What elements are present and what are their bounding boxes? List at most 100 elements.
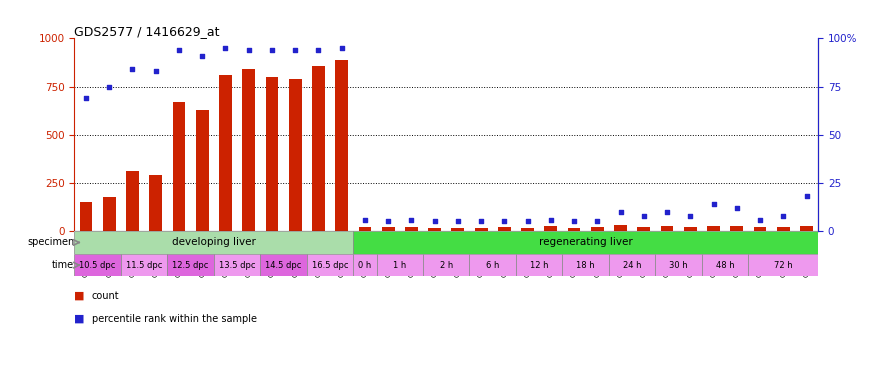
- Text: 14.5 dpc: 14.5 dpc: [265, 261, 302, 270]
- Text: regenerating liver: regenerating liver: [539, 237, 633, 247]
- Bar: [214, 254, 261, 276]
- Bar: [707, 226, 720, 231]
- Bar: [167, 254, 214, 276]
- Text: 13.5 dpc: 13.5 dpc: [219, 261, 256, 270]
- Bar: [661, 226, 674, 231]
- Point: [288, 47, 302, 53]
- Text: 24 h: 24 h: [623, 261, 641, 270]
- Bar: [219, 75, 232, 231]
- Text: 2 h: 2 h: [439, 261, 453, 270]
- Bar: [150, 175, 162, 231]
- Point: [334, 45, 348, 51]
- Point: [591, 218, 605, 225]
- Bar: [126, 171, 139, 231]
- Point: [312, 47, 326, 53]
- Text: count: count: [92, 291, 120, 301]
- Bar: [265, 77, 278, 231]
- Bar: [702, 254, 748, 276]
- Bar: [777, 227, 789, 231]
- Bar: [354, 231, 818, 254]
- Point: [753, 217, 767, 223]
- Text: 72 h: 72 h: [774, 261, 793, 270]
- Point: [800, 194, 814, 200]
- Point: [637, 213, 651, 219]
- Bar: [516, 254, 563, 276]
- Bar: [307, 254, 354, 276]
- Bar: [563, 254, 609, 276]
- Point: [730, 205, 744, 211]
- Point: [195, 53, 209, 59]
- Bar: [568, 228, 580, 231]
- Bar: [312, 66, 325, 231]
- Bar: [121, 254, 167, 276]
- Point: [125, 66, 139, 72]
- Bar: [289, 79, 302, 231]
- Point: [265, 47, 279, 53]
- Bar: [428, 228, 441, 231]
- Point: [706, 201, 720, 207]
- Text: 18 h: 18 h: [577, 261, 595, 270]
- Text: 48 h: 48 h: [716, 261, 734, 270]
- Text: ■: ■: [74, 314, 85, 324]
- Bar: [731, 226, 743, 231]
- Bar: [382, 227, 395, 231]
- Point: [521, 218, 535, 225]
- Bar: [753, 227, 766, 231]
- Bar: [637, 227, 650, 231]
- Bar: [335, 60, 348, 231]
- Bar: [354, 254, 376, 276]
- Text: percentile rank within the sample: percentile rank within the sample: [92, 314, 257, 324]
- Text: GDS2577 / 1416629_at: GDS2577 / 1416629_at: [74, 25, 220, 38]
- Point: [567, 218, 581, 225]
- Bar: [475, 228, 487, 231]
- Point: [404, 217, 418, 223]
- Text: 12.5 dpc: 12.5 dpc: [172, 261, 209, 270]
- Bar: [376, 254, 423, 276]
- Bar: [655, 254, 702, 276]
- Bar: [800, 226, 813, 231]
- Bar: [359, 227, 371, 231]
- Text: 16.5 dpc: 16.5 dpc: [312, 261, 348, 270]
- Bar: [74, 254, 121, 276]
- Text: developing liver: developing liver: [172, 237, 255, 247]
- Point: [451, 218, 465, 225]
- Point: [683, 213, 697, 219]
- Point: [428, 218, 442, 225]
- Point: [382, 218, 396, 225]
- Bar: [261, 254, 307, 276]
- Text: 30 h: 30 h: [669, 261, 688, 270]
- Text: 12 h: 12 h: [530, 261, 549, 270]
- Bar: [522, 228, 534, 231]
- Bar: [172, 102, 186, 231]
- Bar: [405, 227, 417, 231]
- Point: [79, 95, 93, 101]
- Text: 1 h: 1 h: [393, 261, 406, 270]
- Bar: [452, 228, 465, 231]
- Text: time: time: [52, 260, 74, 270]
- Point: [242, 47, 256, 53]
- Point: [172, 47, 186, 53]
- Bar: [470, 254, 516, 276]
- Bar: [80, 202, 93, 231]
- Point: [776, 213, 790, 219]
- Point: [219, 45, 233, 51]
- Text: 6 h: 6 h: [486, 261, 500, 270]
- Point: [149, 68, 163, 74]
- Text: 10.5 dpc: 10.5 dpc: [80, 261, 116, 270]
- Text: 0 h: 0 h: [358, 261, 372, 270]
- Bar: [591, 227, 604, 231]
- Bar: [74, 231, 354, 254]
- Bar: [609, 254, 655, 276]
- Text: 11.5 dpc: 11.5 dpc: [126, 261, 162, 270]
- Point: [497, 218, 511, 225]
- Point: [544, 217, 558, 223]
- Text: ■: ■: [74, 291, 85, 301]
- Bar: [196, 110, 208, 231]
- Bar: [423, 254, 470, 276]
- Point: [358, 217, 372, 223]
- Bar: [498, 227, 511, 231]
- Bar: [614, 225, 627, 231]
- Point: [660, 209, 674, 215]
- Bar: [544, 226, 557, 231]
- Bar: [684, 227, 696, 231]
